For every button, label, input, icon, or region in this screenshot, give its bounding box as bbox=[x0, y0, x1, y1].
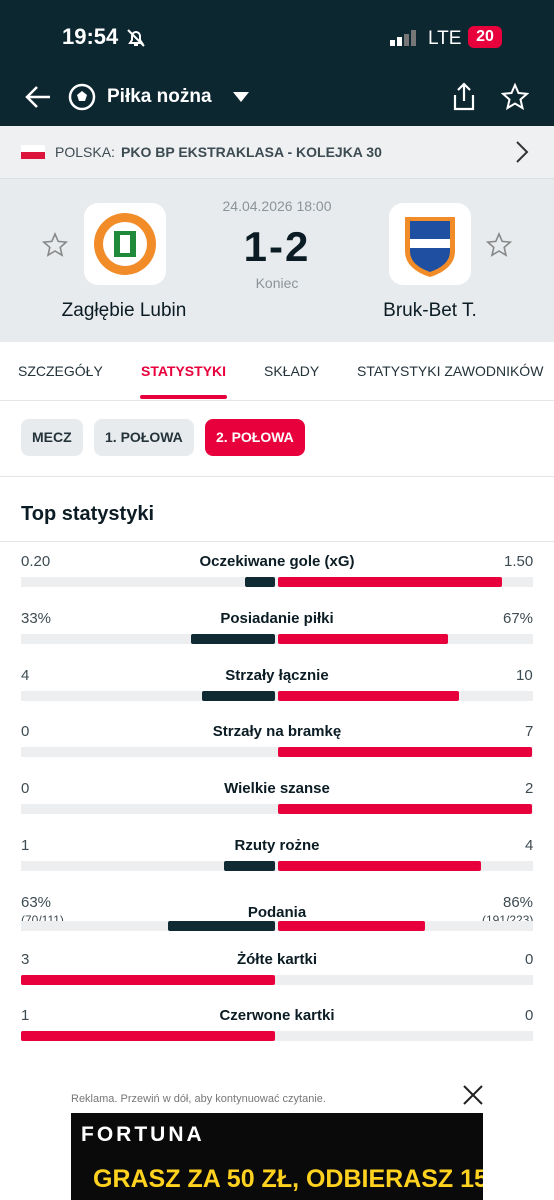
stat-name: Wielkie szanse bbox=[224, 780, 330, 798]
home-logo[interactable] bbox=[84, 203, 166, 285]
stat-away: 0 bbox=[525, 950, 534, 968]
stat-away: 10 bbox=[516, 666, 533, 684]
stat-track bbox=[21, 577, 533, 587]
favorite-button[interactable] bbox=[501, 83, 529, 111]
period-chip[interactable]: MECZ bbox=[21, 419, 83, 456]
stat-bar-home bbox=[167, 920, 275, 931]
stat-bar-away bbox=[278, 690, 460, 701]
favorite-away[interactable] bbox=[486, 232, 512, 258]
period-chip[interactable]: 1. POŁOWA bbox=[94, 419, 194, 456]
stat-away: 67% bbox=[503, 609, 534, 627]
stat-bar-home bbox=[21, 974, 275, 985]
home-team[interactable]: Zagłębie Lubin bbox=[61, 300, 187, 321]
stat-track bbox=[21, 804, 533, 815]
stat-home: 4 bbox=[21, 666, 30, 684]
back-button[interactable] bbox=[24, 84, 52, 110]
stat-home: 0.20 bbox=[21, 553, 51, 570]
stat-away: 2 bbox=[525, 780, 534, 798]
stat-name: Podania bbox=[247, 903, 307, 921]
share-button[interactable] bbox=[451, 82, 477, 112]
away-logo[interactable] bbox=[389, 203, 471, 285]
favorite-home[interactable] bbox=[42, 232, 68, 258]
breadcrumb[interactable]: POLSKA: PKO BP EKSTRAKLASA - KOLEJKA 30 bbox=[0, 126, 554, 179]
stat-bar-away bbox=[278, 804, 532, 815]
stat-away: 7 bbox=[525, 723, 534, 741]
stat-name: Strzały łącznie bbox=[225, 666, 329, 684]
stat-home: 0 bbox=[21, 780, 30, 798]
divider bbox=[0, 476, 554, 477]
stat-track bbox=[21, 1031, 533, 1042]
datetime: 24.04.2026 18:00 bbox=[222, 198, 332, 214]
stat-home: 63% bbox=[21, 893, 52, 911]
stat-away: 0 bbox=[525, 1007, 534, 1025]
stat-name: Oczekiwane gole (xG) bbox=[199, 553, 355, 570]
stat-bar-home bbox=[21, 1031, 275, 1042]
mute-icon bbox=[127, 29, 145, 47]
divider bbox=[0, 541, 554, 542]
stat-away: 86% bbox=[503, 893, 534, 911]
stat-name: Posiadanie piłki bbox=[220, 609, 334, 627]
ad-brand: FORTUNA bbox=[81, 1123, 205, 1146]
stat-home: 33% bbox=[21, 609, 52, 627]
ad-headline: GRASZ ZA 50 ZŁ, ODBIERASZ 150 ZŁ bbox=[93, 1165, 483, 1193]
stat-bar-away bbox=[278, 633, 449, 644]
chevron bbox=[516, 141, 529, 163]
tab-bar: SZCZEGÓŁY STATYSTYKI SKŁADY STATYSTYKI ZAWO… bbox=[0, 342, 554, 401]
stat-name: Rzuty rożne bbox=[234, 837, 320, 854]
stat-home: 3 bbox=[21, 950, 30, 968]
stat-bar-home bbox=[224, 861, 275, 871]
stat-name: Strzały na bramkę bbox=[212, 723, 342, 741]
signal-icon bbox=[390, 30, 416, 46]
battery: 20 bbox=[468, 26, 502, 48]
dropdown-icon[interactable] bbox=[232, 91, 250, 103]
stat-track bbox=[21, 690, 533, 701]
stat-bar-away bbox=[278, 920, 425, 931]
flag bbox=[21, 145, 45, 152]
stat-home: 1 bbox=[21, 837, 30, 854]
sport-selector[interactable]: Piłka nożna bbox=[107, 86, 212, 107]
ball-icon bbox=[68, 83, 96, 111]
stat-track bbox=[21, 747, 533, 758]
stat-home: 0 bbox=[21, 723, 30, 741]
tab[interactable]: SZCZEGÓŁY bbox=[18, 363, 103, 379]
tab[interactable]: SKŁADY bbox=[264, 363, 320, 379]
tab[interactable]: STATYSTYKI bbox=[141, 363, 227, 379]
stat-track bbox=[21, 974, 533, 985]
stat-bar-home bbox=[202, 690, 275, 701]
stat-away: 1.50 bbox=[504, 553, 534, 570]
league: PKO BP EKSTRAKLASA - KOLEJKA 30 bbox=[121, 144, 382, 160]
period-chip[interactable]: 2. POŁOWA bbox=[205, 419, 305, 456]
clock: 19:54 bbox=[62, 24, 119, 49]
stat-name: Czerwone kartki bbox=[219, 1007, 335, 1025]
tab-indicator bbox=[140, 395, 227, 399]
score: 1-2 bbox=[243, 223, 311, 270]
ad-banner[interactable]: FORTUNA GRASZ ZA 50 ZŁ, ODBIERASZ 150 ZŁ bbox=[71, 1113, 483, 1200]
away-team[interactable]: Bruk-Bet T. bbox=[383, 300, 477, 321]
stat-bar-away bbox=[278, 861, 482, 871]
section-title: Top statystyki bbox=[21, 503, 154, 525]
header: 19:54 LTE 20 Piłka nożna bbox=[0, 0, 554, 126]
stat-track bbox=[21, 633, 533, 644]
flag bbox=[21, 152, 45, 159]
network: LTE bbox=[428, 28, 462, 49]
stat-name: Żółte kartki bbox=[236, 950, 318, 968]
country: POLSKA: bbox=[55, 144, 115, 160]
stat-bar-home bbox=[191, 633, 275, 644]
ad-close[interactable] bbox=[462, 1084, 484, 1106]
match-status: Koniec bbox=[255, 275, 299, 291]
stat-bar-away bbox=[278, 747, 532, 758]
tab[interactable]: STATYSTYKI ZAWODNIKÓW bbox=[357, 363, 544, 379]
stat-bar-away bbox=[278, 577, 503, 587]
stat-track bbox=[21, 920, 533, 931]
stat-home: 1 bbox=[21, 1007, 30, 1025]
ad-note: Reklama. Przewiń w dół, aby kontynuować … bbox=[71, 1093, 326, 1105]
stat-track bbox=[21, 861, 533, 871]
stat-away: 4 bbox=[525, 837, 534, 854]
stat-bar-home bbox=[245, 577, 275, 587]
